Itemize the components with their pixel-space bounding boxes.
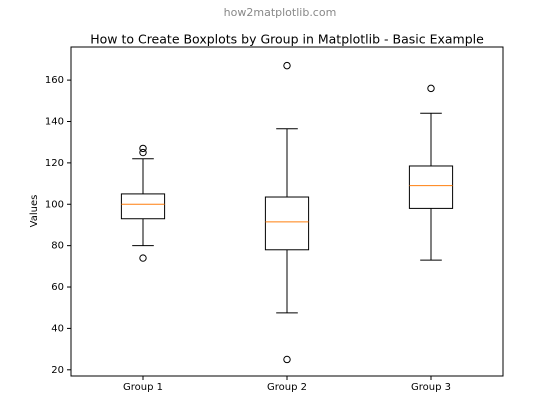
y-tick-label: 80 — [51, 241, 64, 252]
y-tick-label: 160 — [45, 75, 64, 86]
outlier — [139, 148, 147, 157]
outlier — [427, 84, 435, 93]
x-tick-label: Group 3 — [411, 382, 451, 393]
plot-frame — [70, 46, 504, 377]
outlier — [139, 144, 147, 153]
y-axis-label: Values — [29, 195, 40, 228]
box — [120, 193, 166, 220]
watermark: how2matplotlib.com — [224, 6, 337, 19]
y-tick-label: 40 — [51, 323, 64, 334]
y-tick-label: 20 — [51, 365, 64, 376]
outlier — [139, 254, 147, 262]
outlier — [283, 355, 291, 364]
y-tick-label: 100 — [45, 199, 64, 210]
x-tick-label: Group 1 — [123, 382, 163, 393]
chart-title: How to Create Boxplots by Group in Matpl… — [90, 32, 484, 47]
outlier — [283, 61, 291, 70]
y-tick-label: 140 — [45, 116, 64, 127]
box — [264, 196, 310, 251]
box — [408, 165, 454, 209]
x-tick-label: Group 2 — [267, 382, 307, 393]
y-tick-label: 60 — [51, 282, 64, 293]
y-tick-label: 120 — [45, 158, 64, 169]
